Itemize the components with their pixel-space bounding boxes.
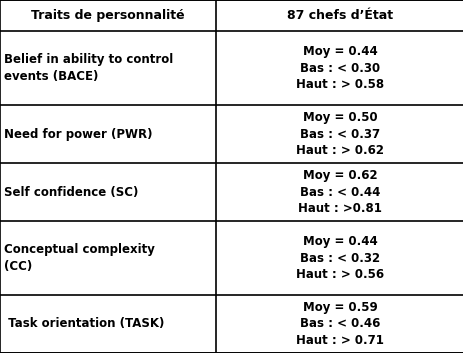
Text: Moy = 0.44
Bas : < 0.32
Haut : > 0.56: Moy = 0.44 Bas : < 0.32 Haut : > 0.56 (295, 235, 383, 281)
Text: Conceptual complexity
(CC): Conceptual complexity (CC) (4, 243, 154, 273)
Text: Self confidence (SC): Self confidence (SC) (4, 186, 138, 199)
Text: Moy = 0.44
Bas : < 0.30
Haut : > 0.58: Moy = 0.44 Bas : < 0.30 Haut : > 0.58 (295, 45, 383, 91)
Text: Traits de personnalité: Traits de personnalité (31, 9, 184, 22)
Text: Moy = 0.59
Bas : < 0.46
Haut : > 0.71: Moy = 0.59 Bas : < 0.46 Haut : > 0.71 (295, 301, 383, 347)
Text: 87 chefs d’État: 87 chefs d’État (286, 9, 392, 22)
Text: Moy = 0.50
Bas : < 0.37
Haut : > 0.62: Moy = 0.50 Bas : < 0.37 Haut : > 0.62 (295, 111, 383, 157)
Text: Moy = 0.62
Bas : < 0.44
Haut : >0.81: Moy = 0.62 Bas : < 0.44 Haut : >0.81 (297, 169, 381, 215)
Text: Belief in ability to control
events (BACE): Belief in ability to control events (BAC… (4, 53, 173, 83)
Text: Task orientation (TASK): Task orientation (TASK) (4, 317, 164, 330)
Text: Need for power (PWR): Need for power (PWR) (4, 127, 152, 140)
